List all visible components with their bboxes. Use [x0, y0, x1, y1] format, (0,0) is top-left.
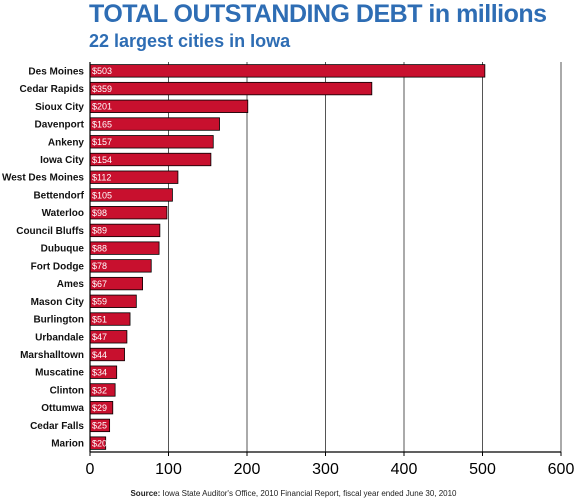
x-tick-label: 600 — [548, 461, 575, 478]
category-label: Marion — [51, 439, 84, 450]
category-label: Clinton — [50, 385, 84, 396]
x-tick-label: 400 — [391, 461, 418, 478]
category-label: Muscatine — [35, 368, 84, 379]
x-tick-label: 200 — [234, 461, 261, 478]
value-label: $32 — [92, 385, 107, 395]
category-label: Waterloo — [42, 208, 84, 219]
value-label: $201 — [92, 102, 112, 112]
value-label: $47 — [92, 332, 107, 342]
category-label: Dubuque — [41, 244, 85, 255]
category-label: Mason City — [31, 297, 85, 308]
source-text: Iowa State Auditor's Office, 2010 Financ… — [162, 489, 457, 498]
category-label: West Des Moines — [2, 173, 84, 184]
value-label: $29 — [92, 403, 107, 413]
x-tick-label: 300 — [312, 461, 339, 478]
value-label: $154 — [92, 155, 112, 165]
category-label: Iowa City — [40, 155, 84, 166]
value-label: $59 — [92, 297, 107, 307]
category-label: Burlington — [33, 315, 84, 326]
category-label: Bettendorf — [33, 190, 84, 201]
source-label: Source: — [130, 489, 161, 498]
value-label: $34 — [92, 368, 107, 378]
value-label: $157 — [92, 137, 112, 147]
category-label: Davenport — [35, 120, 85, 131]
value-label: $89 — [92, 226, 107, 236]
value-label: $503 — [92, 66, 112, 76]
value-label: $105 — [92, 190, 112, 200]
category-label: Marshalltown — [20, 350, 84, 361]
bar — [89, 81, 373, 96]
x-tick-label: 100 — [155, 461, 182, 478]
category-label: Ames — [57, 279, 85, 290]
category-label: Council Bluffs — [16, 226, 84, 237]
category-label: Des Moines — [28, 66, 84, 77]
category-label: Ankeny — [48, 137, 85, 148]
category-label: Ottumwa — [41, 403, 84, 414]
category-label: Cedar Rapids — [20, 84, 85, 95]
value-label: $78 — [92, 261, 107, 271]
value-label: $112 — [92, 173, 111, 183]
category-label: Cedar Falls — [30, 421, 84, 432]
value-label: $25 — [92, 421, 107, 431]
value-label: $20 — [92, 438, 107, 448]
value-label: $44 — [92, 350, 107, 360]
source-note: Source: Iowa State Auditor's Office, 201… — [0, 489, 587, 498]
category-label: Sioux City — [35, 102, 84, 113]
value-label: $165 — [92, 119, 112, 129]
category-label: Fort Dodge — [31, 261, 85, 272]
bar — [89, 99, 249, 113]
x-tick-label: 0 — [86, 461, 95, 478]
value-label: $67 — [92, 279, 107, 289]
bar — [89, 64, 486, 78]
value-label: $98 — [92, 208, 107, 218]
value-label: $359 — [92, 84, 112, 94]
value-label: $88 — [92, 243, 107, 253]
category-label: Urbandale — [35, 332, 84, 343]
x-tick-label: 500 — [469, 461, 496, 478]
chart-subtitle: 22 largest cities in Iowa — [89, 31, 291, 51]
chart-title: TOTAL OUTSTANDING DEBT in millions — [89, 0, 547, 28]
value-label: $51 — [92, 314, 107, 324]
